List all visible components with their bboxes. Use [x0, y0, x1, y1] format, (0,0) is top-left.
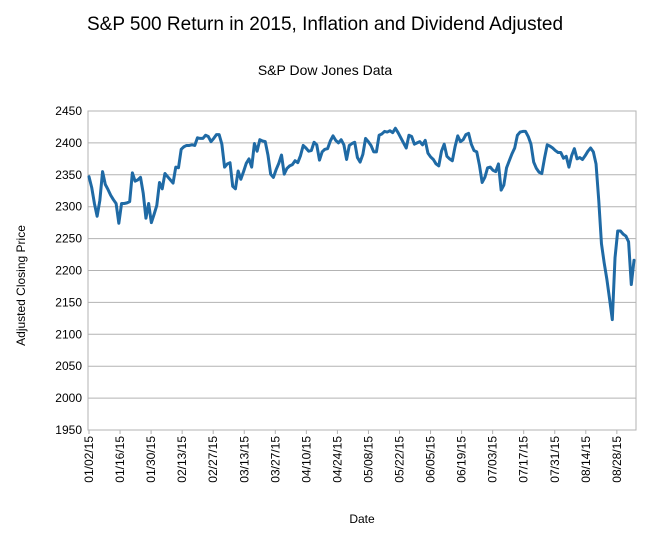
- x-tick-label: 01/30/15: [144, 436, 158, 483]
- x-tick-label: 08/28/15: [610, 436, 624, 483]
- x-tick-label: 05/08/15: [361, 436, 375, 483]
- y-tick-label: 2250: [55, 232, 82, 246]
- x-tick-label: 02/27/15: [206, 436, 220, 483]
- x-tick-label: 05/22/15: [393, 436, 407, 483]
- y-tick-label: 2050: [55, 359, 82, 373]
- x-tick-label: 07/31/15: [548, 436, 562, 483]
- y-tick-label: 2450: [55, 104, 82, 118]
- x-tick-label: 08/14/15: [579, 436, 593, 483]
- plot-frame: [87, 110, 637, 431]
- x-tick-label: 01/02/15: [82, 436, 96, 483]
- x-axis-ticks: 01/02/15 01/16/15 01/30/15 02/13/15 02/27/15…: [82, 430, 624, 483]
- x-tick-label: 06/19/15: [455, 436, 469, 483]
- x-tick-label: 04/24/15: [330, 436, 344, 483]
- x-tick-label: 04/10/15: [299, 436, 313, 483]
- x-tick-label: 01/16/15: [113, 436, 127, 483]
- x-tick-label: 03/13/15: [237, 436, 251, 483]
- y-tick-label: 1950: [55, 423, 82, 437]
- y-tick-label: 2100: [55, 327, 82, 341]
- series-line: [87, 126, 636, 322]
- x-tick-label: 06/05/15: [424, 436, 438, 483]
- x-tick-label: 02/13/15: [175, 436, 189, 483]
- y-tick-label: 2300: [55, 200, 82, 214]
- y-tick-label: 2350: [55, 168, 82, 182]
- y-axis-title: Adjusted Closing Price: [14, 225, 28, 346]
- y-tick-label: 2200: [55, 264, 82, 278]
- chart-title: S&P 500 Return in 2015, Inflation and Di…: [86, 14, 564, 35]
- y-tick-label: 2000: [55, 391, 82, 405]
- x-axis-title: Date: [349, 512, 375, 526]
- y-tick-label: 2150: [55, 295, 82, 309]
- chart-subtitle: S&P Dow Jones Data: [257, 62, 393, 78]
- y-tick-label: 2400: [55, 136, 82, 150]
- x-tick-label: 03/27/15: [268, 436, 282, 483]
- x-tick-label: 07/17/15: [517, 436, 531, 483]
- y-axis-ticks: 1950 2000 2050 2100 2150 2200 2250 2300 2350 2400…: [55, 104, 82, 437]
- x-tick-label: 07/03/15: [486, 436, 500, 483]
